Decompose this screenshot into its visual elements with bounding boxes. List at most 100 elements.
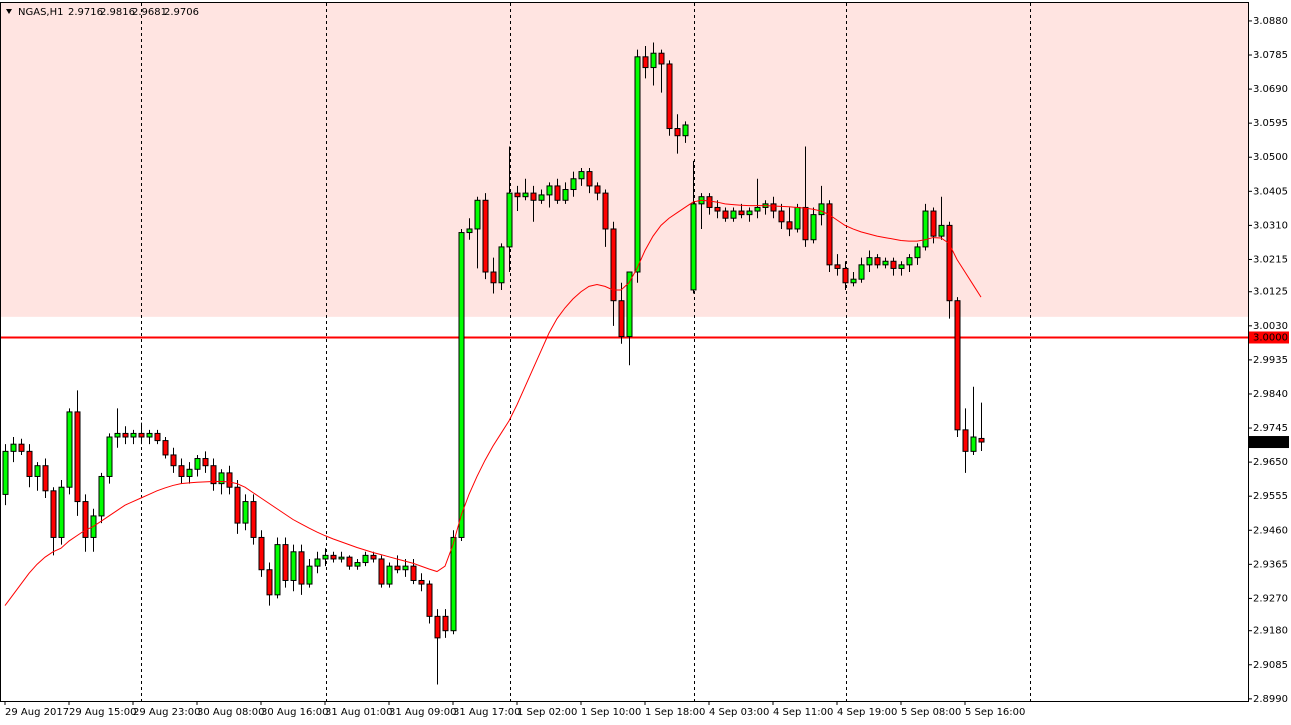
y-tick-label: 3.0690 (1253, 84, 1288, 95)
candle-body (66, 411, 73, 488)
candle-body (562, 189, 569, 201)
candle-body (530, 192, 537, 201)
y-tick-label: 2.8990 (1253, 694, 1288, 705)
candle-body (650, 52, 657, 69)
x-tick-label: 4 Sep 19:00 (837, 707, 897, 718)
candle-body (410, 565, 417, 581)
x-tick-label: 29 Aug 23:00 (133, 707, 200, 718)
candle-body (930, 210, 937, 237)
candle-body (10, 443, 17, 452)
candle-body (730, 210, 737, 219)
y-tick-label: 2.9460 (1253, 525, 1288, 536)
level-label-box (1249, 331, 1289, 344)
candle-body (722, 210, 729, 219)
candle-body (218, 472, 225, 485)
y-tick-label: 2.9935 (1253, 355, 1288, 366)
candle-body (882, 260, 889, 266)
candle-body (802, 206, 809, 241)
x-tick-label: 31 Aug 17:00 (453, 707, 520, 718)
candle-body (170, 454, 177, 467)
candle-body (418, 579, 425, 585)
candle-body (42, 465, 49, 492)
candle-body (538, 194, 545, 201)
candle-body (298, 551, 305, 585)
candle-body (770, 203, 777, 212)
x-tick-label: 5 Sep 16:00 (965, 707, 1025, 718)
candle-body (130, 432, 137, 438)
candle-body (314, 558, 321, 567)
x-tick-label: 29 Aug 15:00 (69, 707, 136, 718)
candle-body (378, 558, 385, 585)
x-tick-label: 29 Aug 2017 (5, 707, 69, 718)
x-tick-label: 1 Sep 02:00 (517, 707, 577, 718)
header-high: 2.9816 (100, 7, 135, 18)
y-tick-label: 3.0310 (1253, 220, 1288, 231)
candle-body (906, 257, 913, 266)
y-tick-label: 2.9840 (1253, 389, 1288, 400)
candle-body (450, 536, 457, 632)
y-tick-label: 2.9745 (1253, 423, 1288, 434)
candle-body (498, 246, 505, 284)
candle-body (970, 436, 977, 452)
candle-body (514, 192, 521, 198)
candle-body (954, 300, 961, 431)
candle-body (642, 56, 649, 69)
candle-body (818, 203, 825, 216)
candle-body (26, 450, 33, 477)
axes: 3.0880 3.0785 3.0690 3.0595 3.0500 3.0405 3.03… (4, 16, 1289, 718)
candle-body (362, 554, 369, 564)
candle-body (858, 264, 865, 280)
candle-body (626, 271, 633, 338)
candle-body (914, 246, 921, 259)
candle-body (714, 206, 721, 212)
y-tick-label: 2.9650 (1253, 457, 1288, 468)
level-label: 3.0000 (1253, 333, 1288, 344)
candle-body (74, 411, 81, 503)
price-label: 2.9706 (1253, 437, 1288, 448)
candle-body (522, 192, 529, 198)
candle-body (810, 214, 817, 241)
candle-body (178, 465, 185, 477)
x-tick-label: 1 Sep 18:00 (645, 707, 705, 718)
candle-body (210, 465, 217, 485)
candle-body (242, 501, 249, 524)
candle-body (386, 565, 393, 585)
candle-body (202, 458, 209, 467)
y-tick-label: 2.9270 (1253, 593, 1288, 604)
candle-body (922, 210, 929, 248)
x-tick-label: 31 Aug 01:00 (325, 707, 392, 718)
x-tick-label: 1 Sep 10:00 (581, 707, 641, 718)
candle-body (706, 196, 713, 208)
x-tick-label: 30 Aug 08:00 (197, 707, 264, 718)
candle-body (442, 615, 449, 632)
candle-body (474, 199, 481, 230)
candle-body (466, 228, 473, 234)
candle-body (426, 583, 433, 617)
candle-body (114, 432, 121, 438)
candle-body (586, 171, 593, 187)
candle-body (2, 450, 9, 495)
menu-arrow[interactable] (6, 9, 12, 14)
candle-body (506, 192, 513, 248)
candle-body (330, 554, 337, 560)
candle-body (794, 206, 801, 230)
candle-body (370, 554, 377, 560)
y-tick-label: 3.0125 (1253, 287, 1288, 298)
candle-body (658, 52, 665, 65)
candle-body (18, 443, 25, 452)
candle-body (618, 300, 625, 338)
candle-body (850, 278, 857, 284)
candle-body (346, 556, 353, 567)
candle-body (194, 458, 201, 470)
x-tick-label: 4 Sep 03:00 (709, 707, 769, 718)
candle-body (306, 565, 313, 585)
candle-body (98, 475, 105, 517)
candle-body (34, 465, 41, 477)
candle-body (666, 63, 673, 130)
candle-body (234, 486, 241, 524)
shaded-zone (1, 3, 1248, 317)
candle-body (82, 501, 89, 538)
x-tick-label: 31 Aug 09:00 (389, 707, 456, 718)
